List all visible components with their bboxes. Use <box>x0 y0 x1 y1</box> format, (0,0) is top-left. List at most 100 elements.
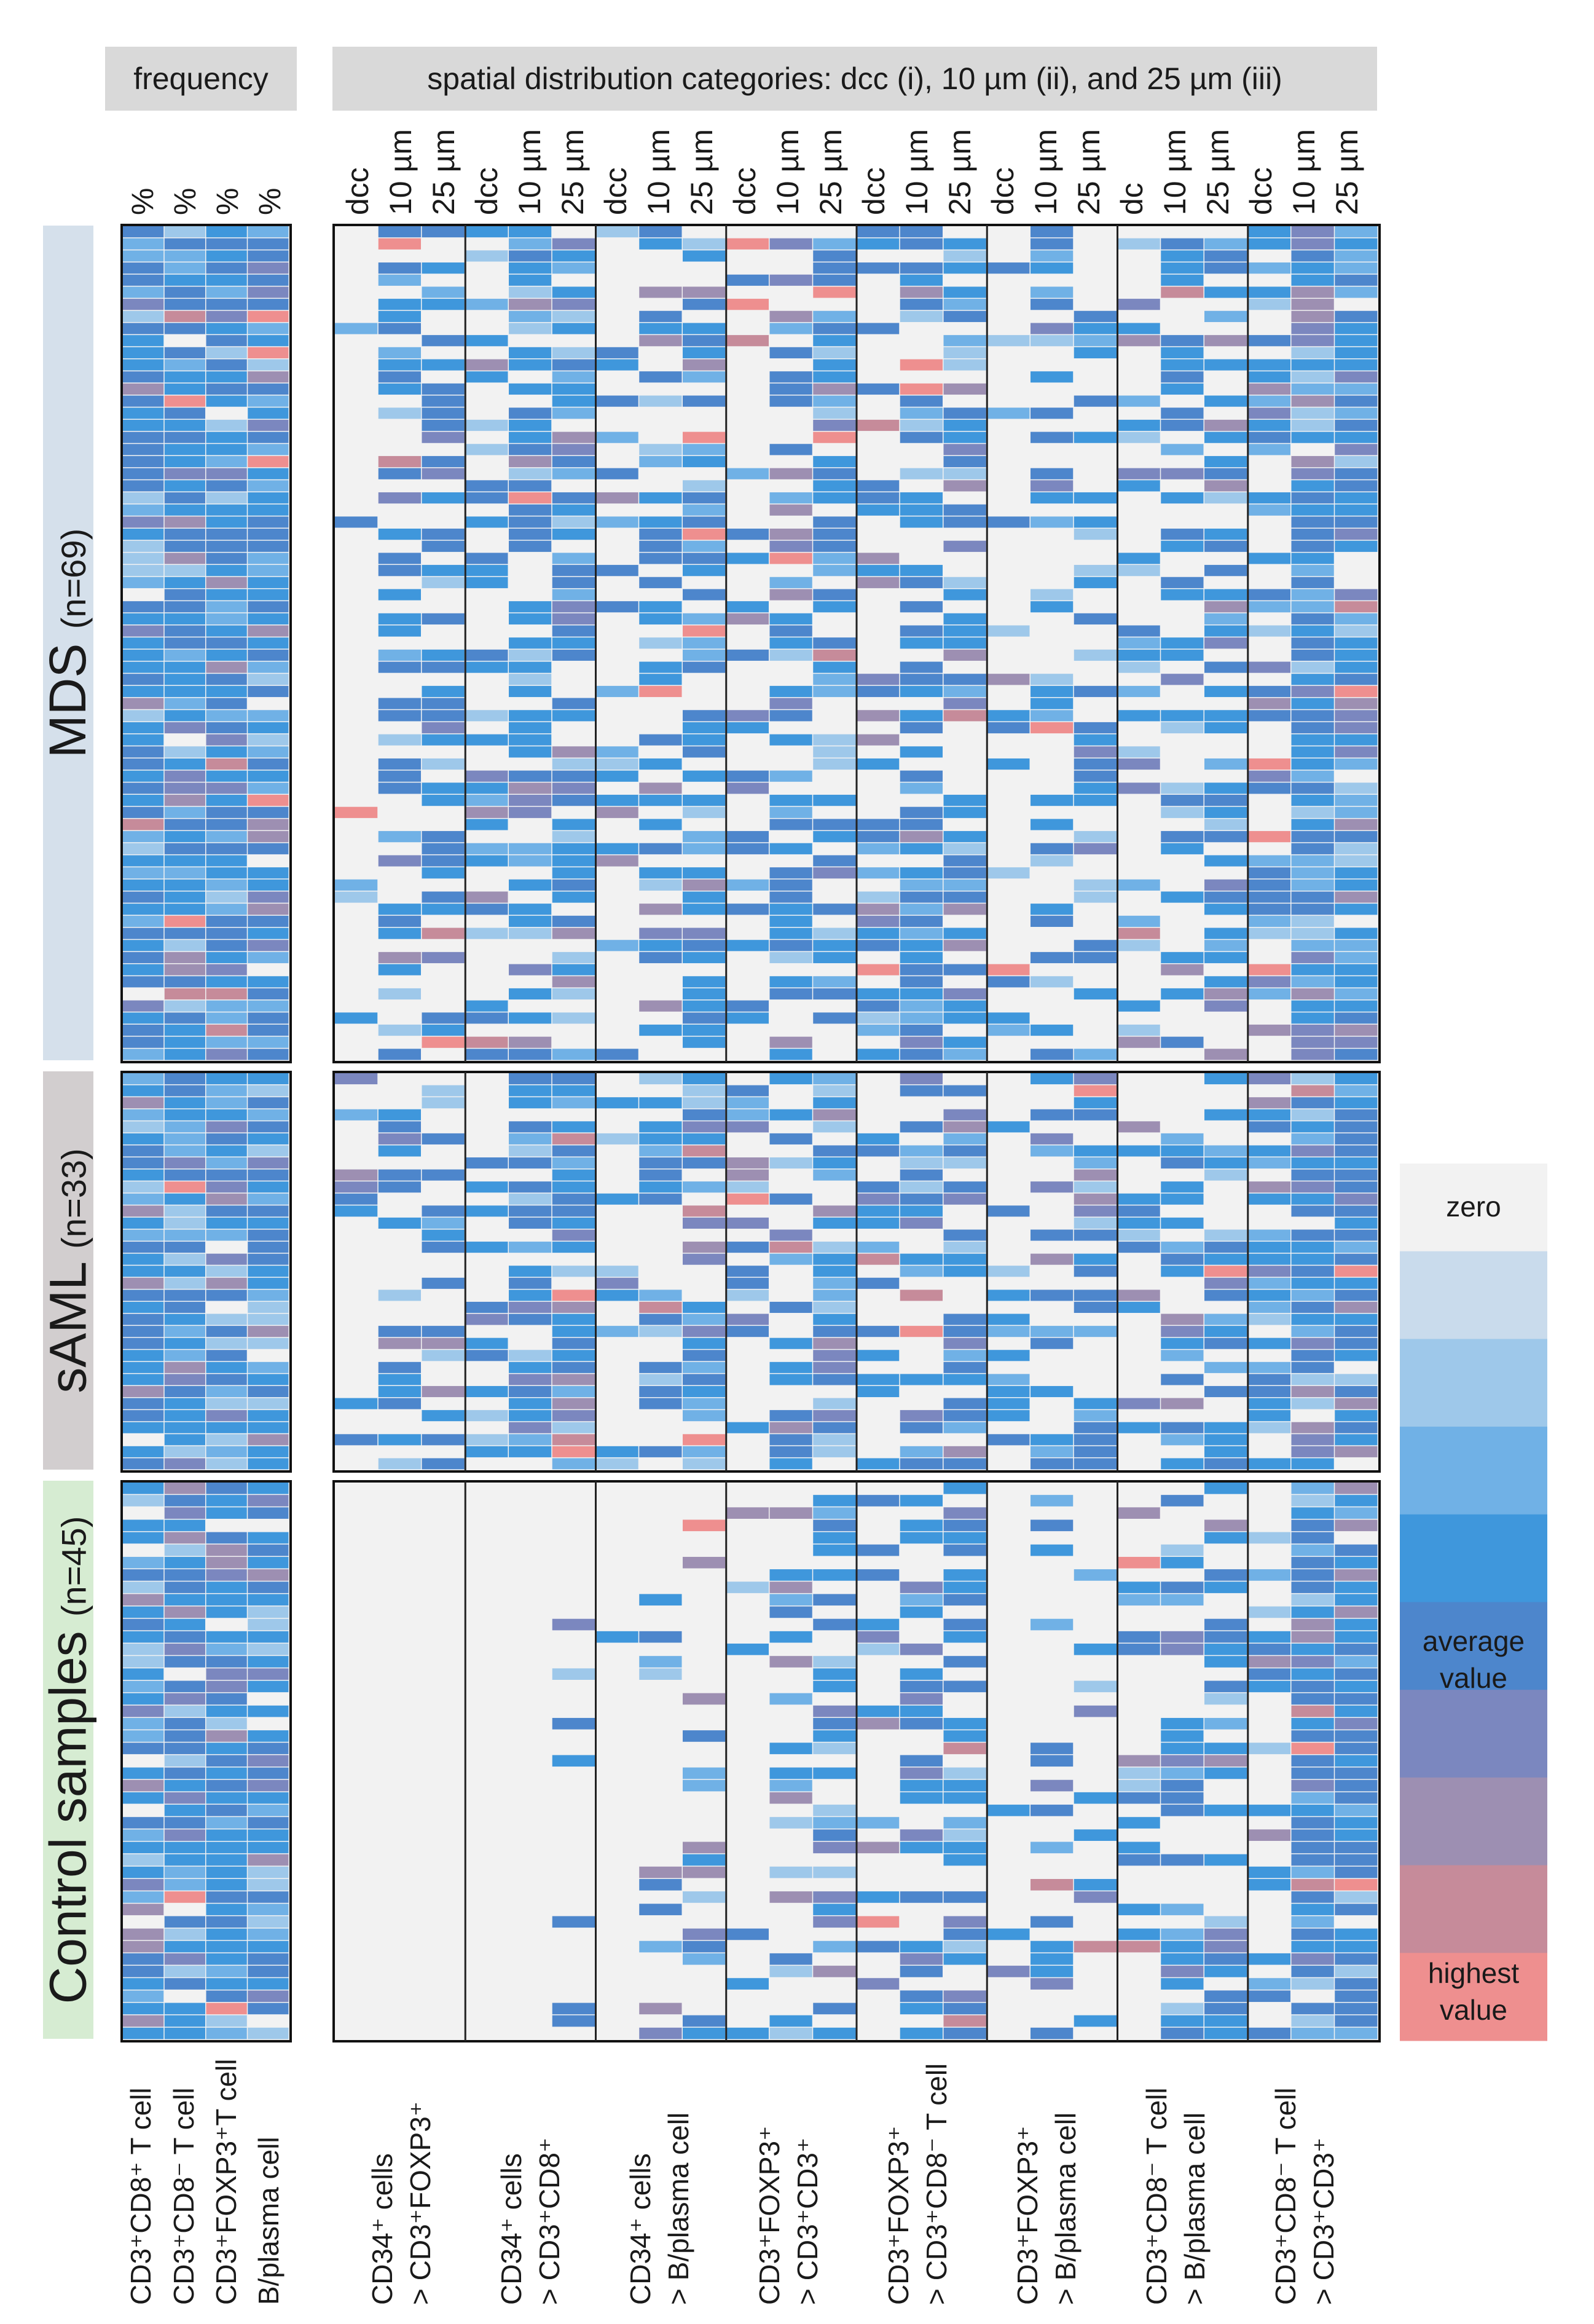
frequency-cell <box>123 1878 164 1891</box>
frequency-cell <box>206 589 247 601</box>
spatial-cell <box>378 1779 421 1792</box>
spatial-cell <box>422 1916 465 1928</box>
spatial-cell <box>378 1229 421 1241</box>
spatial-cell <box>1074 710 1117 722</box>
spatial-cell <box>1335 1916 1378 1928</box>
spatial-cell <box>465 1097 508 1109</box>
spatial-cell <box>639 1990 682 2003</box>
spatial-cell <box>769 250 812 262</box>
spatial-cell <box>1117 1385 1160 1398</box>
spatial-cell <box>1335 1631 1378 1643</box>
spatial-cell <box>1204 1434 1247 1446</box>
spatial-cell <box>943 1990 986 2003</box>
spatial-cell <box>683 1904 726 1915</box>
spatial-cell <box>1074 1507 1117 1519</box>
frequency-cell <box>164 299 205 310</box>
spatial-cell <box>1204 455 1247 468</box>
spatial-cell <box>465 1990 508 2003</box>
spatial-cell <box>726 238 769 250</box>
spatial-cell <box>465 1217 508 1229</box>
spatial-cell <box>1161 698 1204 709</box>
spatial-cell <box>509 1817 552 1829</box>
spatial-cell <box>1204 1767 1247 1779</box>
spatial-cell <box>1161 806 1204 818</box>
spatial-cell <box>1335 1229 1378 1241</box>
spatial-cell <box>857 540 900 552</box>
spatial-cell <box>683 1000 726 1012</box>
spatial-cell <box>683 1891 726 1903</box>
spatial-cell <box>1117 480 1160 492</box>
spatial-cell <box>1031 1594 1074 1606</box>
spatial-cell <box>422 589 465 601</box>
spatial-cell <box>857 1940 900 1953</box>
spatial-cell <box>639 1337 682 1349</box>
spatial-cell <box>1117 408 1160 419</box>
frequency-cell <box>248 1792 289 1804</box>
spatial-cell <box>1247 1350 1290 1361</box>
spatial-cell <box>422 1656 465 1668</box>
frequency-cell <box>206 806 247 818</box>
spatial-cell <box>378 1157 421 1169</box>
frequency-cell <box>206 1036 247 1048</box>
spatial-cell <box>1335 1109 1378 1121</box>
frequency-cell <box>206 976 247 988</box>
frequency-cell <box>164 782 205 794</box>
spatial-cell <box>552 359 595 371</box>
frequency-cell <box>206 758 247 770</box>
spatial-cell <box>378 1829 421 1841</box>
spatial-cell <box>465 1385 508 1398</box>
spatial-cell <box>552 1878 595 1891</box>
spatial-cell <box>1161 1121 1204 1133</box>
spatial-cell <box>943 323 986 334</box>
spatial-cell <box>900 1618 943 1631</box>
spatial-cell <box>639 734 682 746</box>
spatial-cell <box>335 734 378 746</box>
spatial-cell <box>813 1990 856 2003</box>
spatial-cell <box>943 1507 986 1519</box>
spatial-cell <box>595 1483 638 1494</box>
spatial-cell <box>857 1085 900 1097</box>
spatial-cell <box>1117 1290 1160 1301</box>
spatial-cell <box>509 468 552 479</box>
spatial-cell <box>552 1000 595 1012</box>
spatial-cell <box>1335 685 1378 698</box>
frequency-cell <box>206 1743 247 1754</box>
spatial-cell <box>552 637 595 649</box>
spatial-cell <box>595 1916 638 1928</box>
spatial-cell <box>509 758 552 770</box>
spatial-cell <box>900 1266 943 1277</box>
spatial-cell <box>509 904 552 915</box>
spatial-cell <box>1117 1582 1160 1593</box>
spatial-cell <box>335 746 378 758</box>
spatial-cell <box>639 1878 682 1891</box>
spatial-cell <box>769 1841 812 1854</box>
spatial-cell <box>1291 286 1334 298</box>
spatial-cell <box>1291 867 1334 879</box>
spatial-cell <box>813 408 856 419</box>
spatial-cell <box>335 1181 378 1193</box>
spatial-cell <box>422 698 465 709</box>
spatial-cell <box>1204 2015 1247 2027</box>
spatial-cell <box>857 1656 900 1668</box>
spatial-cell <box>1117 625 1160 637</box>
spatial-cell <box>378 540 421 552</box>
spatial-row-label-line: > CD3⁺CD8⁺ <box>533 2137 565 2305</box>
spatial-cell <box>726 1618 769 1631</box>
spatial-cell <box>639 770 682 782</box>
spatial-cell <box>943 1024 986 1036</box>
spatial-cell <box>639 1966 682 1977</box>
spatial-cell <box>1031 1205 1074 1217</box>
frequency-cell <box>164 819 205 830</box>
spatial-cell <box>552 1301 595 1314</box>
frequency-cell <box>123 855 164 867</box>
frequency-cell <box>248 806 289 818</box>
spatial-cell <box>335 1036 378 1048</box>
spatial-cell <box>1335 746 1378 758</box>
spatial-cell <box>900 1398 943 1409</box>
spatial-cell <box>769 480 812 492</box>
spatial-cell <box>900 1290 943 1301</box>
spatial-cell <box>335 1668 378 1680</box>
spatial-cell <box>769 1157 812 1169</box>
spatial-cell <box>1074 395 1117 407</box>
frequency-cell <box>123 674 164 685</box>
